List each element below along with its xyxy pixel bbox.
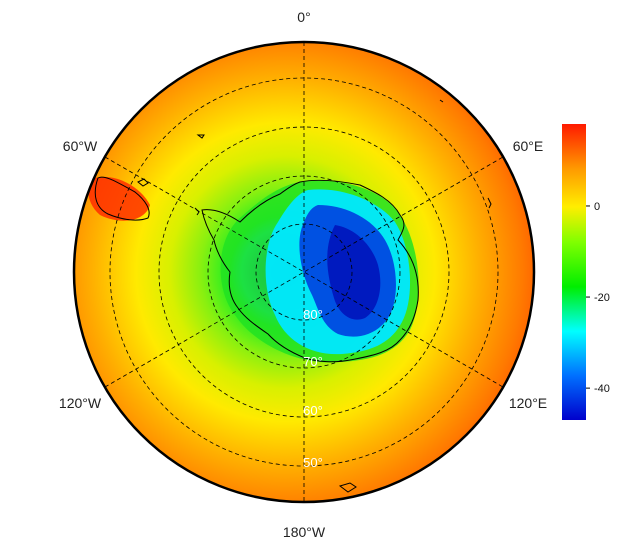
lon-label-top: 0° (297, 9, 310, 25)
lon-label-upper-left: 60°W (63, 138, 98, 154)
colorbar-tick-label: -20 (594, 292, 610, 304)
colorbar-tick-label: 0 (594, 201, 600, 213)
lat-label-70: 70° (303, 354, 323, 369)
colorbar-tick-label: -40 (594, 383, 610, 395)
lon-label-lower-left: 120°W (59, 395, 102, 411)
lon-label-lower-right: 120°E (509, 395, 547, 411)
lat-label-80: 80° (303, 307, 323, 322)
graticule (104, 42, 504, 502)
coastlines (94, 99, 492, 493)
lat-label-60: 60° (303, 403, 323, 418)
lon-label-upper-right: 60°E (513, 138, 544, 154)
lon-label-bottom: 180°W (283, 524, 326, 540)
temperature-field (74, 42, 534, 502)
map-frame (72, 40, 536, 504)
lat-label-50: 50° (303, 455, 323, 470)
colorbar: 0 -20 -40 (562, 124, 610, 420)
colorbar-gradient (562, 124, 586, 420)
